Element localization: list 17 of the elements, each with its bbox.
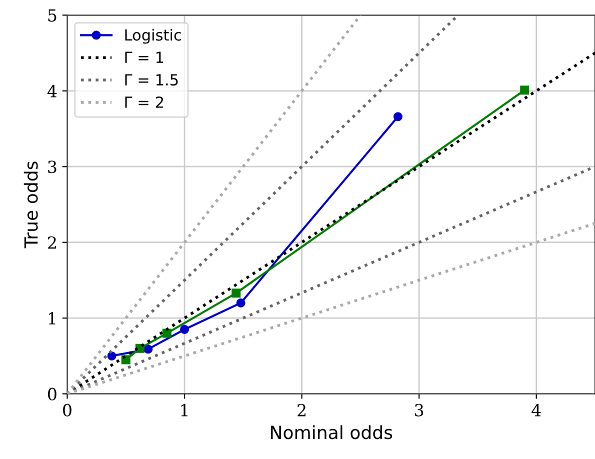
x-tick-label: 4	[532, 404, 541, 416]
x-axis-title: Nominal odds	[270, 425, 392, 440]
x-tick-label: 1	[181, 404, 188, 416]
x-tick-label: 2	[298, 404, 306, 416]
legend-label: Γ = 1	[125, 52, 164, 63]
x-tick-label: 0	[63, 404, 72, 416]
y-tick-label: 1	[48, 312, 56, 324]
legend-label: Γ = 1.5	[125, 74, 178, 86]
y-axis-title: True odds	[24, 162, 38, 248]
y-tick-label: 5	[48, 9, 56, 22]
y-tick-label: 2	[48, 236, 56, 249]
legend-label: Γ = 2	[125, 96, 163, 108]
legend-label: Logistic	[125, 28, 181, 44]
y-tick-label: 4	[47, 84, 57, 98]
y-tick-label: 3	[48, 160, 56, 174]
x-tick-label: 3	[415, 404, 424, 416]
y-tick-label: 0	[48, 388, 56, 400]
